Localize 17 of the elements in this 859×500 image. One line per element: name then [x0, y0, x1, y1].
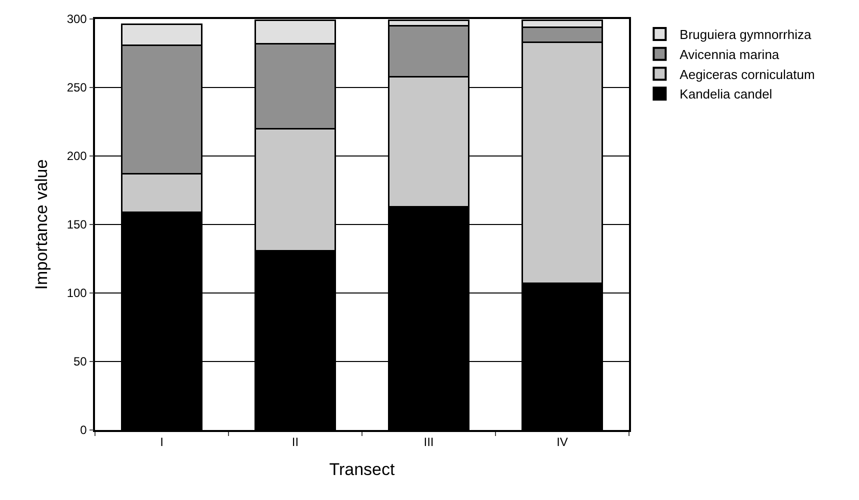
x-tick-label: I: [160, 435, 164, 450]
x-tick-label: II: [292, 435, 299, 450]
y-tick-label: 250: [66, 80, 88, 95]
x-tick-label: III: [424, 435, 434, 450]
y-tick-label: 150: [66, 218, 88, 232]
y-tick-label: 100: [66, 286, 88, 300]
y-tick-label: 0: [80, 423, 88, 438]
y-tick-label: 300: [66, 12, 88, 26]
legend-label: Bruguiera gymnorrhiza: [680, 27, 812, 42]
legend-label: Aegiceras corniculatum: [680, 66, 815, 82]
y-axis-title: Importance value: [32, 159, 51, 290]
legend-label: Kandelia candel: [680, 86, 772, 102]
y-tick-label: 50: [73, 354, 88, 369]
x-tick-label: IV: [556, 435, 568, 450]
y-tick-label: 200: [66, 149, 88, 164]
legend-label: Avicennia marina: [680, 46, 780, 62]
x-axis-title: Transect: [329, 460, 396, 480]
